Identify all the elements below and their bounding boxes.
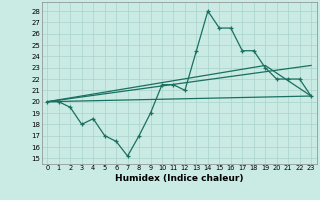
- X-axis label: Humidex (Indice chaleur): Humidex (Indice chaleur): [115, 174, 244, 183]
